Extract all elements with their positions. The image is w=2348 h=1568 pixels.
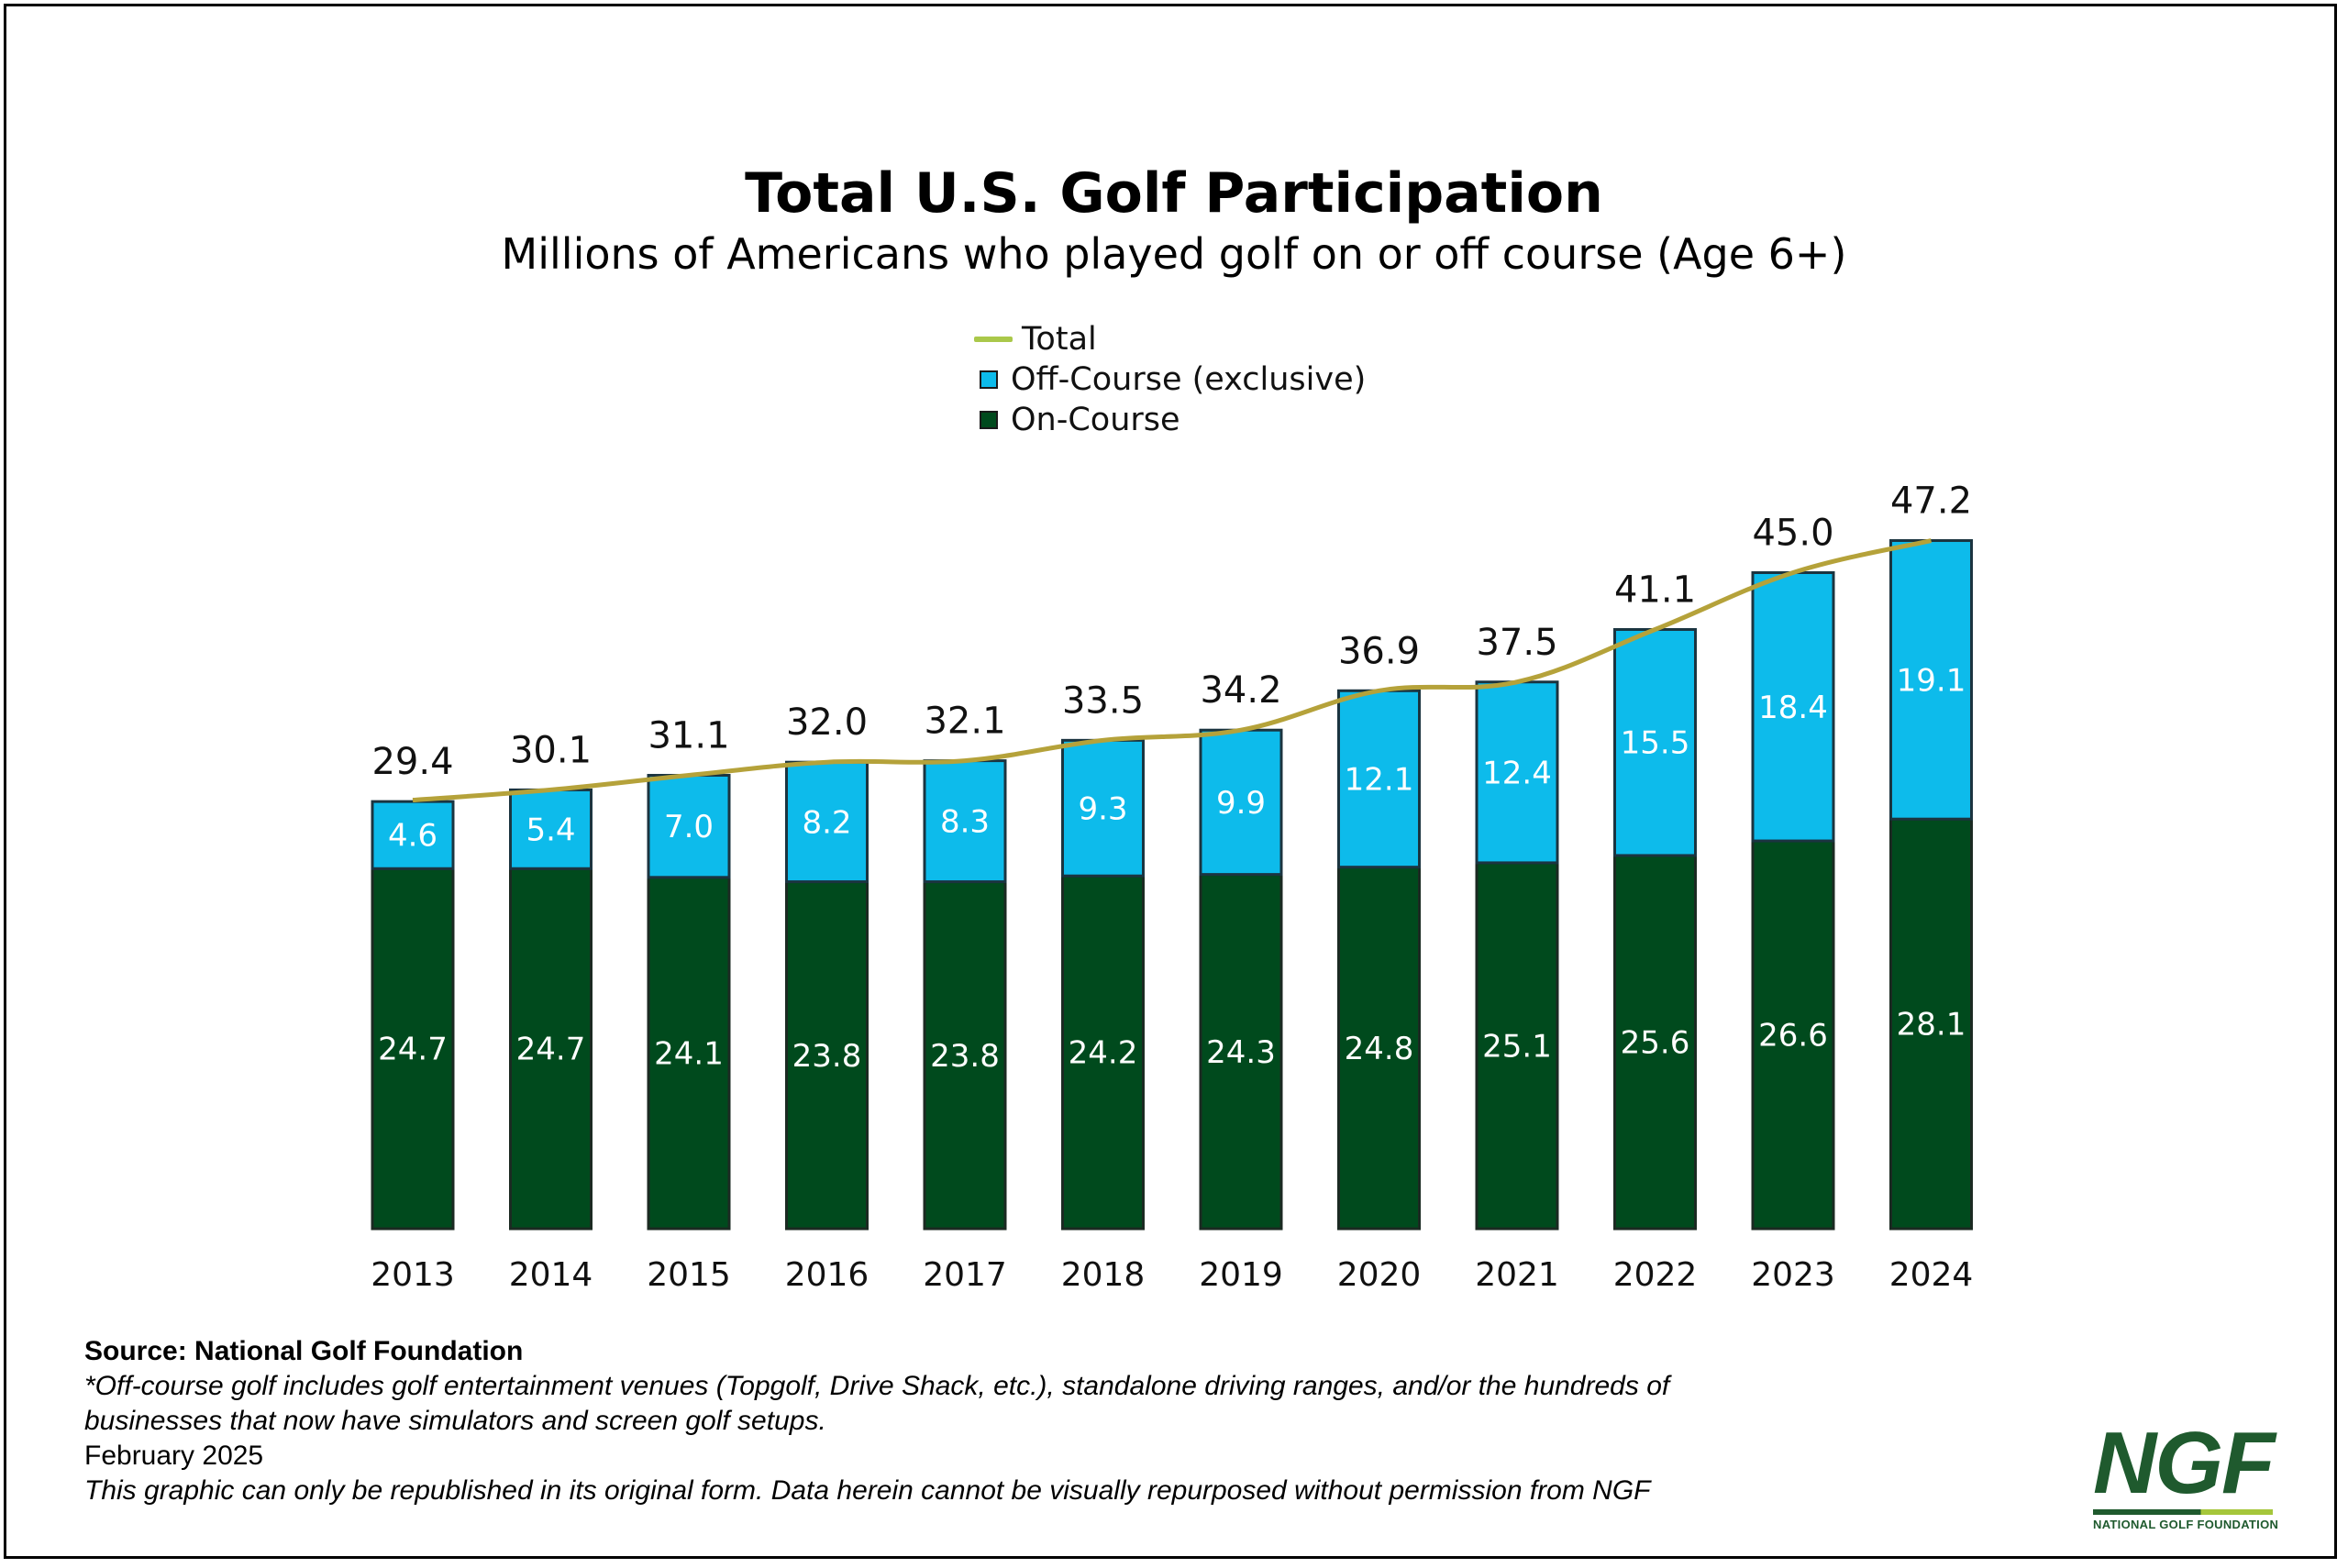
bar-off-course-2021 xyxy=(1475,680,1559,865)
bar-on-course-2019 xyxy=(1199,873,1283,1231)
total-line xyxy=(412,538,1933,803)
label-total-2024: 47.2 xyxy=(1890,480,1972,523)
bar-off-course-2019 xyxy=(1199,728,1283,877)
bar-on-course-2021 xyxy=(1475,861,1559,1231)
label-total-2013: 29.4 xyxy=(371,741,453,783)
bar-on-course-2014 xyxy=(509,867,593,1231)
label-off-course-2021: 12.4 xyxy=(1482,755,1552,791)
label-on-course-2013: 24.7 xyxy=(378,1032,448,1068)
footer: Source: National Golf Foundation *Off-co… xyxy=(84,1334,1669,1508)
x-tick-2016: 2016 xyxy=(785,1256,869,1294)
label-off-course-2022: 15.5 xyxy=(1621,725,1690,762)
label-total-2014: 30.1 xyxy=(510,729,592,771)
bar-on-course-2023 xyxy=(1751,839,1835,1231)
label-total-2019: 34.2 xyxy=(1200,669,1281,712)
label-on-course-2021: 25.1 xyxy=(1482,1028,1552,1065)
label-total-2017: 32.1 xyxy=(924,701,1005,743)
bar-on-course-2015 xyxy=(647,876,731,1231)
x-tick-2020: 2020 xyxy=(1337,1256,1422,1294)
legend-item-total: Total xyxy=(974,319,1366,359)
chart-title: Total U.S. Golf Participation xyxy=(745,161,1603,226)
x-tick-2023: 2023 xyxy=(1751,1256,1835,1294)
bar-off-course-2018 xyxy=(1061,738,1145,878)
bar-off-course-2023 xyxy=(1751,571,1835,843)
legend-swatch-off-course xyxy=(980,370,998,389)
bar-off-course-2017 xyxy=(923,759,1007,884)
label-off-course-2024: 19.1 xyxy=(1897,662,1966,699)
x-tick-2015: 2015 xyxy=(647,1256,731,1294)
footnote-line-1: *Off-course golf includes golf entertain… xyxy=(84,1371,1670,1401)
label-on-course-2022: 25.6 xyxy=(1621,1024,1690,1061)
logo-subtext: NATIONAL GOLF FOUNDATION xyxy=(2093,1518,2279,1531)
label-total-2023: 45.0 xyxy=(1752,513,1833,555)
legend-label-on-course: On-Course xyxy=(1011,402,1180,438)
label-off-course-2016: 8.2 xyxy=(802,804,851,841)
bar-off-course-2020 xyxy=(1337,689,1421,869)
legend-label-off-course: Off-Course (exclusive) xyxy=(1011,361,1367,398)
label-on-course-2024: 28.1 xyxy=(1897,1007,1966,1043)
bar-off-course-2013 xyxy=(371,800,455,870)
x-tick-2021: 2021 xyxy=(1475,1256,1559,1294)
label-on-course-2015: 24.1 xyxy=(654,1035,724,1072)
legend-label-total: Total xyxy=(1022,321,1097,358)
bar-on-course-2017 xyxy=(923,880,1007,1231)
chart-frame xyxy=(4,4,2337,1559)
label-on-course-2018: 24.2 xyxy=(1069,1035,1138,1072)
bar-off-course-2016 xyxy=(785,760,869,884)
label-off-course-2019: 9.9 xyxy=(1216,785,1266,822)
label-on-course-2014: 24.7 xyxy=(516,1032,586,1068)
legend-item-off-course: Off-Course (exclusive) xyxy=(974,359,1366,400)
label-on-course-2019: 24.3 xyxy=(1206,1034,1276,1071)
legend-swatch-total xyxy=(974,337,1013,342)
label-on-course-2020: 24.8 xyxy=(1345,1031,1414,1067)
label-off-course-2015: 7.0 xyxy=(664,809,714,845)
bar-on-course-2018 xyxy=(1061,874,1145,1231)
date-text: February 2025 xyxy=(84,1441,264,1471)
label-on-course-2023: 26.6 xyxy=(1758,1018,1828,1055)
x-tick-2013: 2013 xyxy=(371,1256,455,1294)
label-off-course-2013: 4.6 xyxy=(388,818,437,855)
logo-bar xyxy=(2093,1509,2273,1515)
label-total-2020: 36.9 xyxy=(1338,630,1420,672)
x-tick-2014: 2014 xyxy=(509,1256,593,1294)
label-off-course-2020: 12.1 xyxy=(1345,761,1414,798)
bar-off-course-2014 xyxy=(509,788,593,870)
label-off-course-2017: 8.3 xyxy=(940,804,990,841)
x-tick-2017: 2017 xyxy=(923,1256,1007,1294)
source-text: Source: National Golf Foundation xyxy=(84,1336,524,1366)
label-total-2018: 33.5 xyxy=(1062,679,1144,722)
x-tick-2024: 2024 xyxy=(1889,1256,1974,1294)
x-tick-2019: 2019 xyxy=(1199,1256,1283,1294)
ngf-logo: NGF NATIONAL GOLF FOUNDATION xyxy=(2093,1419,2286,1531)
bar-off-course-2024 xyxy=(1889,539,1973,821)
bar-on-course-2020 xyxy=(1337,866,1421,1231)
legend-swatch-on-course xyxy=(980,411,998,429)
label-total-2016: 32.0 xyxy=(786,701,868,744)
logo-text: NGF xyxy=(2093,1414,2276,1512)
label-on-course-2016: 23.8 xyxy=(792,1038,862,1075)
bar-on-course-2024 xyxy=(1889,817,1973,1231)
x-tick-2022: 2022 xyxy=(1613,1256,1698,1294)
label-total-2021: 37.5 xyxy=(1476,622,1557,664)
chart-subtitle: Millions of Americans who played golf on… xyxy=(501,229,1847,279)
label-off-course-2014: 5.4 xyxy=(526,812,575,848)
legend-item-on-course: On-Course xyxy=(974,400,1366,440)
bar-off-course-2015 xyxy=(647,774,731,879)
footnote-line-2: businesses that now have simulators and … xyxy=(84,1406,826,1436)
label-off-course-2023: 18.4 xyxy=(1758,690,1828,726)
label-total-2022: 41.1 xyxy=(1614,569,1696,612)
legend: Total Off-Course (exclusive) On-Course xyxy=(974,319,1366,440)
bar-on-course-2013 xyxy=(371,867,455,1231)
bar-on-course-2016 xyxy=(785,880,869,1231)
label-on-course-2017: 23.8 xyxy=(930,1038,1000,1075)
label-off-course-2018: 9.3 xyxy=(1078,790,1127,827)
x-tick-2018: 2018 xyxy=(1061,1256,1146,1294)
disclaimer-text: This graphic can only be republished in … xyxy=(84,1475,1651,1506)
label-total-2015: 31.1 xyxy=(648,715,729,757)
